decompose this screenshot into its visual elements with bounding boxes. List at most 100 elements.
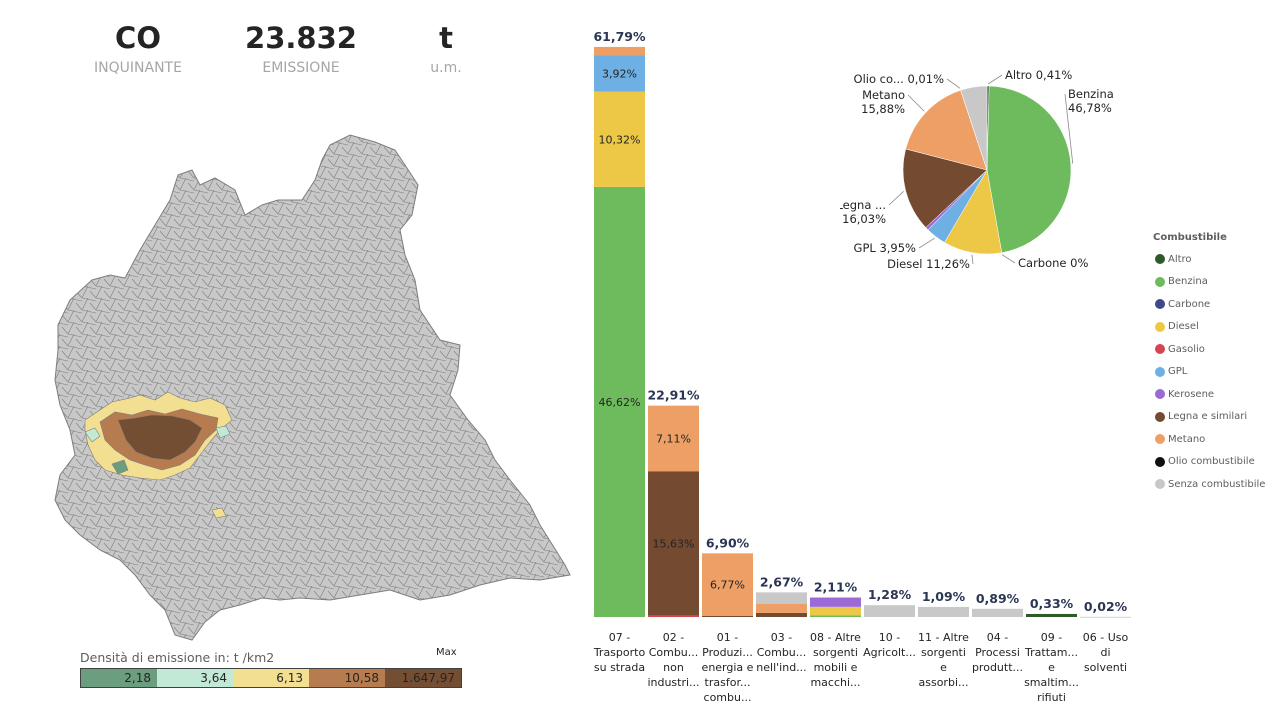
category-label: 04 - Processi produtt...: [972, 631, 1023, 674]
emission-density-map[interactable]: [40, 130, 580, 645]
category-label-line: 02 -: [663, 631, 684, 644]
category-label-line: energia e: [702, 661, 754, 674]
bar-segment: [702, 553, 753, 616]
bar-total-label: 6,90%: [706, 535, 750, 550]
pie-leader-line: [907, 94, 925, 112]
category-label-line: Trattam...: [1024, 646, 1078, 659]
pie-slice-label-line: Benzina: [1068, 87, 1114, 101]
category-label: 09 - Trattam... e smaltim... rifiuti: [1024, 631, 1079, 704]
category-label: 08 - Altre sorgenti mobili e macchi...: [810, 631, 861, 689]
category-label-line: Combu...: [757, 646, 807, 659]
map-legend-title: Densità di emissione in: t /km2: [80, 650, 275, 665]
fuel-legend-item[interactable]: Diesel: [1153, 316, 1265, 339]
pie-slice-label-line: Altro 0,41%: [1005, 68, 1072, 82]
kpi-emissione-value: 23.832: [245, 21, 357, 55]
category-label-line: solventi: [1084, 661, 1127, 674]
fuel-legend-item[interactable]: Legna e similari: [1153, 406, 1265, 429]
bar-total-label: 61,79%: [593, 29, 646, 44]
category-label-line: Combu...: [649, 646, 699, 659]
bar-total-label: 22,91%: [647, 388, 700, 403]
kpi-emissione: 23.832 EMISSIONE: [241, 18, 361, 78]
bar-segment: [1026, 613, 1077, 617]
bar-segment: [594, 55, 645, 92]
fuel-legend-item[interactable]: Gasolio: [1153, 338, 1265, 361]
fuel-legend-item[interactable]: Carbone: [1153, 293, 1265, 316]
fuel-legend-item[interactable]: Metano: [1153, 428, 1265, 451]
fuel-legend-item[interactable]: Senza combustibile: [1153, 473, 1265, 496]
category-label-line: 04 -: [987, 631, 1008, 644]
fuel-legend-marker: [1155, 254, 1165, 265]
kpi-um-label: u.m.: [430, 60, 462, 76]
bar-segment: [648, 405, 699, 472]
category-label: 01 - Produzi... energia e trasfor... combu..…: [702, 631, 754, 704]
bar-total-label: 0,89%: [976, 591, 1020, 606]
fuel-legend-label: Metano: [1168, 433, 1206, 445]
fuel-legend-marker: [1155, 456, 1165, 467]
map-legend-stop: 6,13: [233, 669, 309, 687]
fuel-legend-marker: [1155, 389, 1165, 400]
category-label-line: 11 - Altre: [918, 631, 969, 644]
fuel-legend-marker: [1155, 299, 1165, 310]
category-label-line: non: [663, 661, 684, 674]
pie-slice: [986, 85, 1072, 253]
fuel-legend-marker: [1155, 366, 1165, 377]
category-label-line: smaltim...: [1024, 676, 1079, 689]
fuel-legend-item[interactable]: Benzina: [1153, 271, 1265, 294]
fuel-legend-item[interactable]: GPL: [1153, 361, 1265, 384]
category-label-line: assorbi...: [919, 676, 969, 689]
category-label: 10 - Agricolt...: [863, 631, 916, 659]
pie-slice-label: Benzina 46,78%: [1068, 87, 1114, 115]
pie-leader-line: [946, 78, 961, 89]
fuel-legend: Combustibile Altro Benzina Carbone Diesel Ga…: [1153, 232, 1265, 496]
category-label: 06 - Uso di solventi: [1083, 631, 1129, 674]
pie-slice-label-line: 15,88%: [861, 102, 905, 116]
category-label-line: mobili e: [814, 661, 858, 674]
fuel-legend-item[interactable]: Olio combustibile: [1153, 451, 1265, 474]
category-label-line: nell'ind...: [756, 661, 806, 674]
category-label-line: trasfor...: [705, 676, 751, 689]
milan-metro-area[interactable]: [84, 391, 233, 519]
category-label-line: 10 -: [879, 631, 900, 644]
bar-segment: [756, 592, 807, 604]
bar-total-label: 2,67%: [760, 574, 804, 589]
category-label-line: produtt...: [972, 661, 1023, 674]
fuel-legend-label: Kerosene: [1168, 388, 1215, 400]
category-label: 07 - Trasporto su strada: [593, 631, 646, 674]
bar-segment: [594, 46, 645, 56]
kpi-um-value: t: [439, 21, 453, 55]
category-label-line: macchi...: [810, 676, 860, 689]
pie-slice: [960, 85, 988, 171]
map-legend-stop: 1.647,97: [385, 669, 461, 687]
pie-slice: [902, 148, 988, 228]
category-label-line: e: [1048, 661, 1055, 674]
category-label-line: 06 - Uso: [1083, 631, 1129, 644]
kpi-inquinante-label: INQUINANTE: [94, 60, 182, 76]
fuel-legend-title: Combustibile: [1153, 232, 1227, 243]
fuel-legend-label: Diesel: [1168, 321, 1199, 333]
bar-segment-label: 46,62%: [599, 396, 641, 409]
sector-bar-chart: 46,62% 10,32% 3,92% 61,79% 07 - Trasporto su s…: [593, 29, 1131, 704]
map-legend-stop: 10,58: [309, 669, 385, 687]
pie-slice-label: GPL 3,95%: [854, 241, 917, 255]
bar-segment: [918, 606, 969, 617]
bar-segment: [810, 615, 861, 617]
pie-leader-line: [971, 254, 974, 265]
fuel-legend-marker: [1155, 321, 1165, 332]
fuel-legend-item[interactable]: Kerosene: [1153, 383, 1265, 406]
fuel-legend-item[interactable]: Altro: [1153, 248, 1265, 271]
kpi-emissione-label: EMISSIONE: [262, 60, 340, 76]
category-label: 11 - Altre sorgenti e assorbi...: [918, 631, 969, 689]
kpi-inquinante: CO INQUINANTE: [78, 18, 198, 78]
category-label-line: Trasporto: [593, 646, 646, 659]
kpi-um: t u.m.: [386, 18, 506, 78]
pie-slice-label: Diesel 11,26%: [887, 257, 970, 271]
bar-segment: [648, 471, 699, 616]
pie-leader-line: [987, 74, 1003, 85]
fuel-legend-label: Legna e similari: [1168, 411, 1248, 423]
bar-segment: [594, 186, 645, 618]
bar-segment: [756, 612, 807, 617]
pie-slice: [905, 89, 988, 171]
map-legend-max-label: Max: [436, 647, 457, 658]
bar-total-label: 2,11%: [814, 580, 858, 595]
bar-segment-label: 15,63%: [653, 537, 695, 550]
